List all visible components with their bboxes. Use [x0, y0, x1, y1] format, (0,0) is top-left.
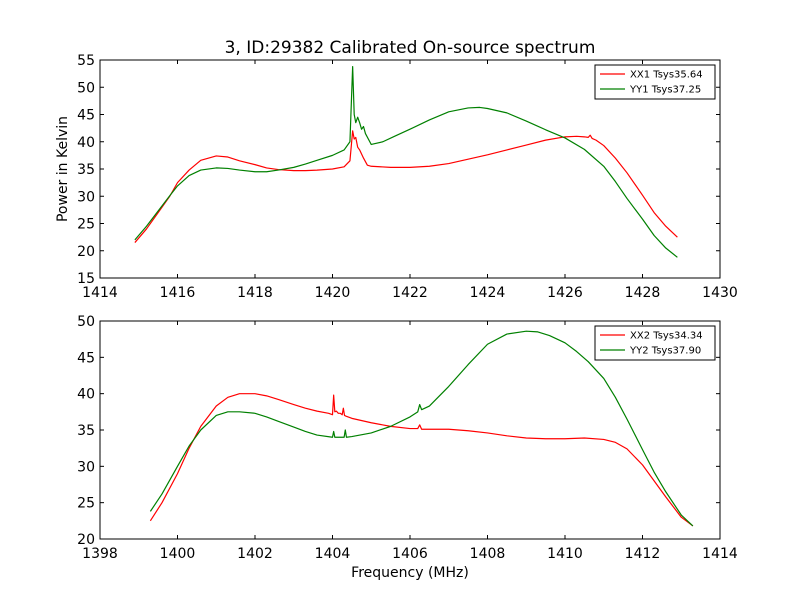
legend-entry-label: XX2 Tsys34.34 — [630, 331, 703, 342]
x-tick-label: 1410 — [547, 546, 583, 562]
legend-box — [594, 64, 716, 100]
legend-box — [594, 325, 716, 361]
legend-entry-label: XX1 Tsys35.64 — [630, 70, 703, 81]
x-tick-label: 1408 — [470, 546, 506, 562]
series-line-yy2 — [149, 330, 694, 527]
y-tick-label: 25 — [77, 496, 95, 512]
x-tick-label: 1406 — [392, 546, 428, 562]
y-tick-label: 15 — [77, 271, 95, 287]
top-spectrum-panel: 1414 1416 1418 1420 1422 1424 1426 1428 1430 15 20… — [77, 53, 738, 301]
y-tick-label: 20 — [77, 244, 95, 260]
x-tick-label: 1420 — [315, 285, 351, 301]
legend-entry-label: YY2 Tsys37.90 — [629, 346, 701, 357]
series-line-yy1 — [134, 65, 678, 258]
x-tick-label: 1416 — [160, 285, 196, 301]
legend-entry-label: YY1 Tsys37.25 — [629, 85, 701, 96]
y-tick-label: 45 — [77, 108, 95, 124]
y-tick-label: 30 — [77, 189, 95, 205]
y-axis-label: Power in Kelvin — [55, 116, 71, 222]
y-tick-label: 30 — [77, 459, 95, 475]
y-tick-label: 40 — [77, 135, 95, 151]
y-tick-label: 45 — [77, 350, 95, 366]
x-tick-label: 1404 — [315, 546, 351, 562]
y-tick-label: 25 — [77, 217, 95, 233]
y-tick-label: 40 — [77, 387, 95, 403]
x-tick-label: 1400 — [160, 546, 196, 562]
y-tick-label: 20 — [77, 532, 95, 548]
x-tick-label: 1414 — [702, 546, 738, 562]
series-line-xx2 — [149, 393, 694, 527]
y-tick-label: 50 — [77, 80, 95, 96]
x-tick-label: 1430 — [702, 285, 738, 301]
legend: XX2 Tsys34.34 YY2 Tsys37.90 — [594, 325, 716, 361]
x-tick-label: 1418 — [237, 285, 273, 301]
x-tick-label: 1426 — [547, 285, 583, 301]
bottom-spectrum-panel: 1398 1400 1402 1404 1406 1408 1410 1412 1414 20 25… — [77, 314, 738, 562]
legend: XX1 Tsys35.64 YY1 Tsys37.25 — [594, 64, 716, 100]
x-tick-label: 1414 — [82, 285, 118, 301]
x-tick-label: 1398 — [82, 546, 118, 562]
series-line-xx1 — [134, 130, 678, 243]
x-axis-label: Frequency (MHz) — [351, 565, 469, 581]
x-tick-label: 1402 — [237, 546, 273, 562]
y-tick-label: 50 — [77, 314, 95, 330]
chart-title: 3, ID:29382 Calibrated On-source spectru… — [225, 38, 596, 58]
y-tick-label: 35 — [77, 162, 95, 178]
y-tick-label: 35 — [77, 423, 95, 439]
x-tick-label: 1424 — [470, 285, 506, 301]
x-tick-label: 1422 — [392, 285, 428, 301]
x-tick-label: 1428 — [625, 285, 661, 301]
y-tick-label: 55 — [77, 53, 95, 69]
x-tick-label: 1412 — [625, 546, 661, 562]
